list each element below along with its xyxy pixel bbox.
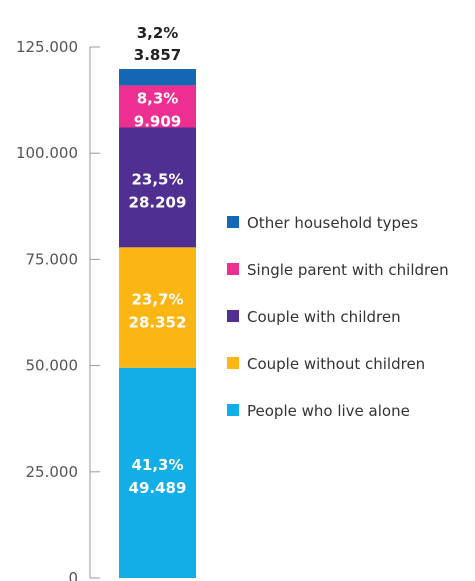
bar-segment bbox=[119, 247, 196, 368]
legend-swatch bbox=[227, 310, 239, 322]
y-tick-label: 0 bbox=[68, 569, 78, 581]
y-axis: 0 25.000 50.000 75.000 100.000 125.000 bbox=[16, 38, 100, 581]
segment-percent-label: 23,7% bbox=[131, 291, 183, 309]
bar-segment bbox=[119, 69, 196, 86]
segment-value-label: 3.857 bbox=[134, 46, 181, 64]
legend-swatch bbox=[227, 216, 239, 228]
legend-label: Couple with children bbox=[247, 308, 401, 326]
legend-swatch bbox=[227, 357, 239, 369]
y-tick-label: 25.000 bbox=[26, 463, 79, 481]
segment-value-label: 28.209 bbox=[129, 193, 187, 211]
segment-percent-label: 23,5% bbox=[131, 170, 183, 188]
segment-percent-label: 8,3% bbox=[137, 89, 179, 107]
y-tick-label: 125.000 bbox=[16, 38, 78, 56]
bar-segment bbox=[119, 367, 196, 578]
segment-value-label: 9.909 bbox=[134, 112, 181, 130]
segment-value-label: 49.489 bbox=[129, 479, 187, 497]
legend-label: Other household types bbox=[247, 214, 418, 232]
segment-value-label: 28.352 bbox=[129, 314, 187, 332]
y-tick-label: 50.000 bbox=[26, 357, 79, 375]
segment-percent-label: 3,2% bbox=[137, 24, 179, 42]
bar-stack: 41,3% 49.489 23,7% 28.352 23,5% 28.209 8,3% 9.9… bbox=[119, 24, 196, 578]
legend-swatch bbox=[227, 263, 239, 275]
bar-segment bbox=[119, 85, 196, 128]
y-tick-label: 75.000 bbox=[26, 250, 79, 268]
legend-label: Single parent with children bbox=[247, 261, 449, 279]
segment-percent-label: 41,3% bbox=[131, 456, 183, 474]
legend-label: Couple without children bbox=[247, 355, 425, 373]
legend: Other household types Single parent with … bbox=[227, 214, 449, 420]
bar-segment bbox=[119, 127, 196, 248]
y-tick-label: 100.000 bbox=[16, 144, 78, 162]
legend-label: People who live alone bbox=[247, 402, 410, 420]
legend-swatch bbox=[227, 404, 239, 416]
